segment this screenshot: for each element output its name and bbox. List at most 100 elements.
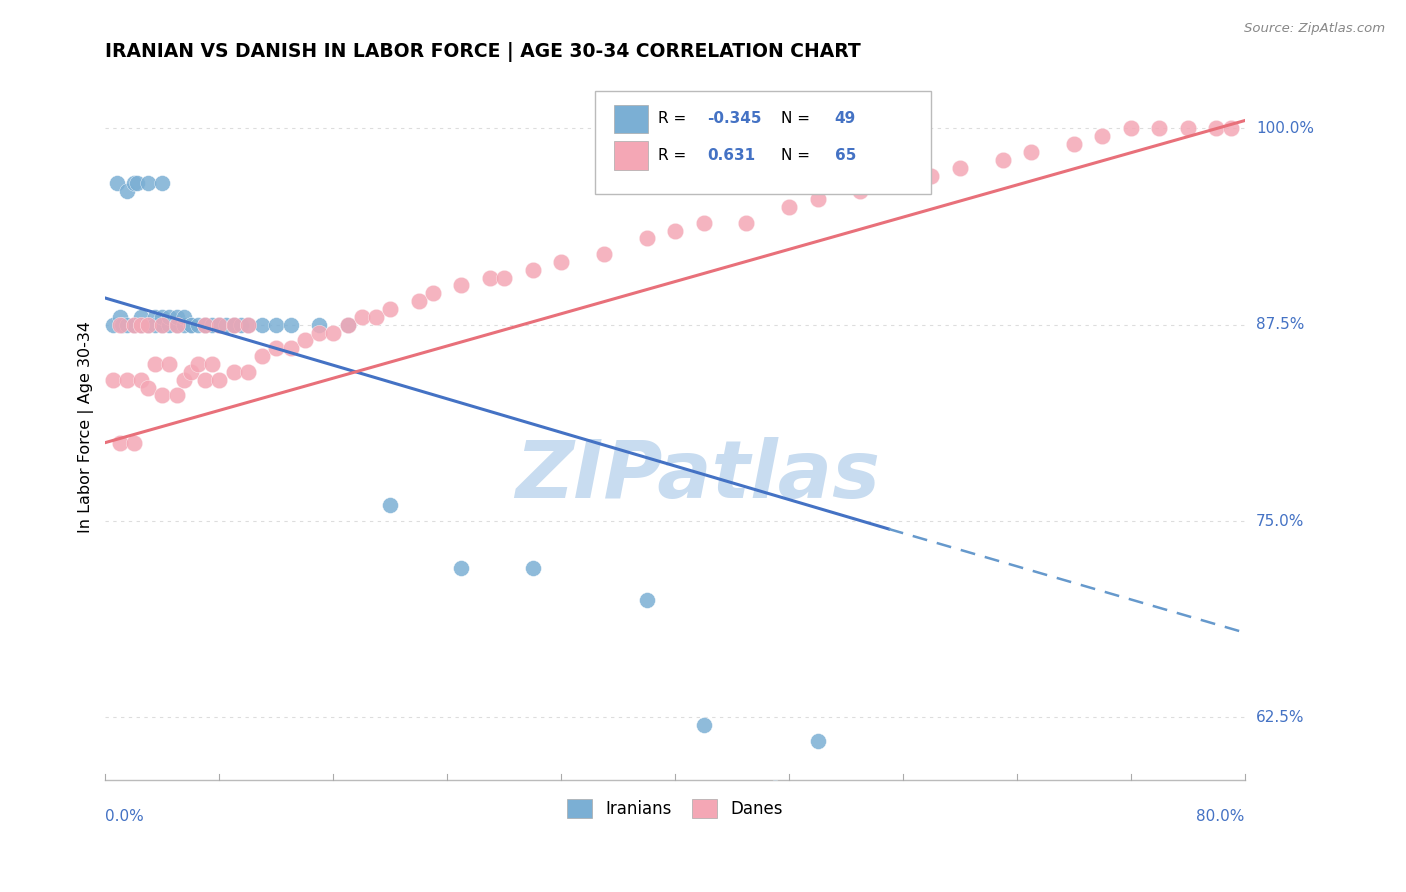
Point [136, 318, 159, 332]
Text: 49: 49 [835, 112, 856, 126]
Point [129, 318, 152, 332]
Text: IRANIAN VS DANISH IN LABOR FORCE | AGE 30-34 CORRELATION CHART: IRANIAN VS DANISH IN LABOR FORCE | AGE 3… [105, 42, 860, 62]
Text: Source: ZipAtlas.com: Source: ZipAtlas.com [1244, 22, 1385, 36]
Point [522, 561, 544, 575]
Y-axis label: In Labor Force | Age 30-34: In Labor Force | Age 30-34 [79, 321, 94, 533]
Point [1177, 121, 1199, 136]
Point [111, 318, 134, 332]
Point [1205, 121, 1227, 136]
Point [129, 373, 152, 387]
Point [215, 318, 238, 332]
Point [1063, 137, 1085, 152]
Point [692, 718, 714, 732]
Point [143, 310, 166, 324]
Point [194, 318, 217, 332]
Point [949, 161, 972, 175]
Point [150, 318, 173, 332]
Text: 100.0%: 100.0% [1256, 121, 1315, 136]
Point [735, 216, 758, 230]
Point [478, 270, 501, 285]
Text: 75.0%: 75.0% [1256, 514, 1305, 529]
Point [129, 318, 152, 332]
Point [159, 318, 181, 332]
Point [122, 318, 145, 332]
Point [180, 318, 202, 332]
Point [208, 373, 231, 387]
Point [136, 177, 159, 191]
Point [236, 365, 259, 379]
Point [101, 373, 124, 387]
Point [280, 318, 302, 332]
Point [806, 192, 828, 206]
Point [692, 216, 714, 230]
Point [294, 334, 316, 348]
Point [364, 310, 387, 324]
Point [266, 341, 288, 355]
Point [308, 318, 330, 332]
Point [108, 318, 131, 332]
Text: 0.0%: 0.0% [105, 808, 145, 823]
Text: N =: N = [782, 112, 815, 126]
Point [150, 388, 173, 402]
Point [115, 318, 138, 332]
FancyBboxPatch shape [595, 91, 931, 194]
Text: ZIPatlas: ZIPatlas [516, 437, 880, 516]
Point [336, 318, 359, 332]
Point [108, 435, 131, 450]
Point [991, 153, 1014, 167]
Point [350, 310, 373, 324]
Point [150, 177, 173, 191]
Text: 65: 65 [835, 148, 856, 163]
Text: 87.5%: 87.5% [1256, 318, 1305, 332]
Point [180, 318, 202, 332]
Point [115, 373, 138, 387]
Point [450, 561, 472, 575]
Legend: Iranians, Danes: Iranians, Danes [561, 792, 790, 825]
Point [194, 373, 217, 387]
Point [266, 318, 288, 332]
Point [1219, 121, 1241, 136]
Point [250, 349, 273, 363]
Point [1149, 121, 1171, 136]
Point [1019, 145, 1042, 159]
Point [408, 294, 430, 309]
Point [143, 357, 166, 371]
Point [450, 278, 472, 293]
Point [125, 177, 148, 191]
Point [1091, 129, 1114, 144]
Point [636, 231, 658, 245]
Point [150, 310, 173, 324]
Point [222, 318, 245, 332]
Point [166, 388, 188, 402]
Point [280, 341, 302, 355]
Text: R =: R = [658, 148, 692, 163]
FancyBboxPatch shape [613, 104, 648, 133]
Point [208, 318, 231, 332]
Point [166, 318, 188, 332]
Point [136, 318, 159, 332]
Point [159, 357, 181, 371]
Point [236, 318, 259, 332]
Point [115, 184, 138, 198]
Point [664, 223, 686, 237]
Point [380, 301, 402, 316]
Point [322, 326, 344, 340]
Point [336, 318, 359, 332]
Point [849, 184, 872, 198]
Point [877, 177, 900, 191]
Text: N =: N = [782, 148, 815, 163]
Text: 80.0%: 80.0% [1197, 808, 1244, 823]
Point [194, 318, 217, 332]
Point [173, 373, 195, 387]
Point [166, 310, 188, 324]
Point [208, 318, 231, 332]
Point [180, 365, 202, 379]
Point [159, 310, 181, 324]
Point [187, 357, 209, 371]
Point [778, 200, 800, 214]
Point [222, 318, 245, 332]
Point [522, 262, 544, 277]
Text: 62.5%: 62.5% [1256, 710, 1305, 725]
Point [122, 318, 145, 332]
Point [308, 326, 330, 340]
